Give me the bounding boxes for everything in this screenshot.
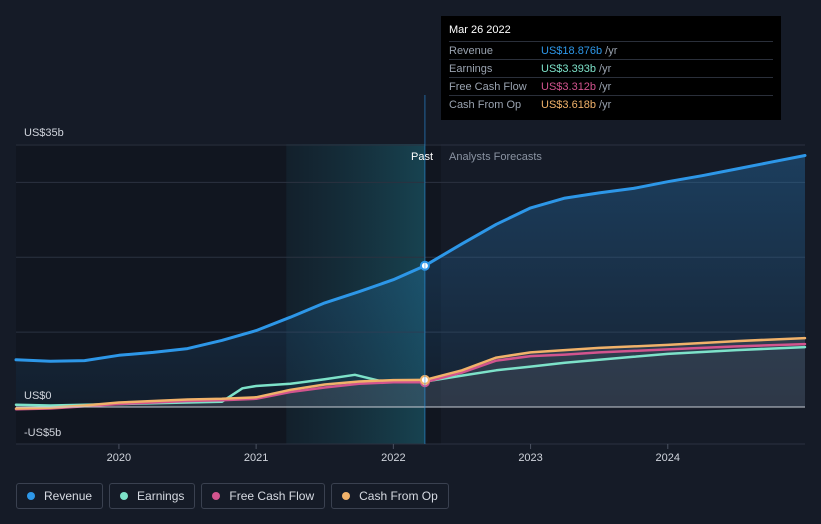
chart-area: US$35b US$0 -US$5b 2020 2021 2022 2023 2024 Pas…: [14, 95, 807, 464]
free-cash-flow-dot-icon: [212, 492, 221, 500]
tooltip-date: Mar 26 2022: [449, 24, 511, 36]
legend: Revenue Earnings Free Cash Flow Cash Fro…: [16, 483, 449, 509]
legend-label: Free Cash Flow: [229, 489, 315, 503]
tooltip: Mar 26 2022 Revenue US$18.876b /yr Earni…: [441, 16, 781, 120]
tooltip-row-earnings: Earnings US$3.393b /yr: [449, 59, 773, 77]
y-tick-label: US$0: [24, 390, 52, 402]
tooltip-row-revenue: Revenue US$18.876b /yr: [449, 41, 773, 59]
x-tick-label: 2022: [381, 452, 405, 464]
legend-item-free-cash-flow[interactable]: Free Cash Flow: [201, 483, 326, 509]
x-tick-label: 2021: [244, 452, 268, 464]
series-line-free-cash-flow: [14, 342, 807, 411]
legend-label: Earnings: [137, 489, 185, 503]
series-line-cash-from-op: [14, 336, 807, 410]
x-tick-label: 2020: [107, 452, 131, 464]
x-tick-label: 2023: [518, 452, 542, 464]
earnings-dot-icon: [120, 492, 129, 500]
tooltip-value: US$18.876b: [541, 44, 603, 57]
tooltip-value: US$3.312b: [541, 80, 597, 93]
legend-item-revenue[interactable]: Revenue: [16, 483, 104, 509]
tooltip-label: Revenue: [449, 44, 494, 57]
revenue-dot-icon: [27, 492, 35, 500]
past-section-label: Past: [411, 151, 433, 163]
tooltip-row-cash-from-op: Cash From Op US$3.618b /yr: [449, 95, 773, 113]
tooltip-unit: /yr: [599, 62, 612, 75]
legend-item-earnings[interactable]: Earnings: [109, 483, 196, 509]
forecast-section-label: Analysts Forecasts: [449, 151, 542, 163]
y-tick-label: US$35b: [24, 127, 64, 139]
x-tick-label: 2024: [656, 452, 680, 464]
y-tick-label: -US$5b: [24, 427, 61, 439]
series-line-revenue: [14, 154, 807, 363]
revenue-area: [16, 155, 805, 407]
legend-label: Revenue: [44, 489, 93, 503]
tooltip-label: Earnings: [449, 62, 493, 75]
tooltip-unit: /yr: [599, 80, 612, 93]
cash-from-op-dot-icon: [342, 492, 351, 500]
legend-item-cash-from-op[interactable]: Cash From Op: [331, 483, 449, 509]
tooltip-value: US$3.618b: [541, 98, 597, 111]
cash-area: [16, 338, 805, 409]
legend-label: Cash From Op: [359, 489, 438, 503]
tooltip-unit: /yr: [599, 98, 612, 111]
tooltip-label: Free Cash Flow: [449, 80, 527, 93]
tooltip-label: Cash From Op: [449, 98, 522, 111]
tooltip-row-free-cash-flow: Free Cash Flow US$3.312b /yr: [449, 77, 773, 95]
tooltip-unit: /yr: [605, 44, 618, 57]
tooltip-value: US$3.393b: [541, 62, 597, 75]
